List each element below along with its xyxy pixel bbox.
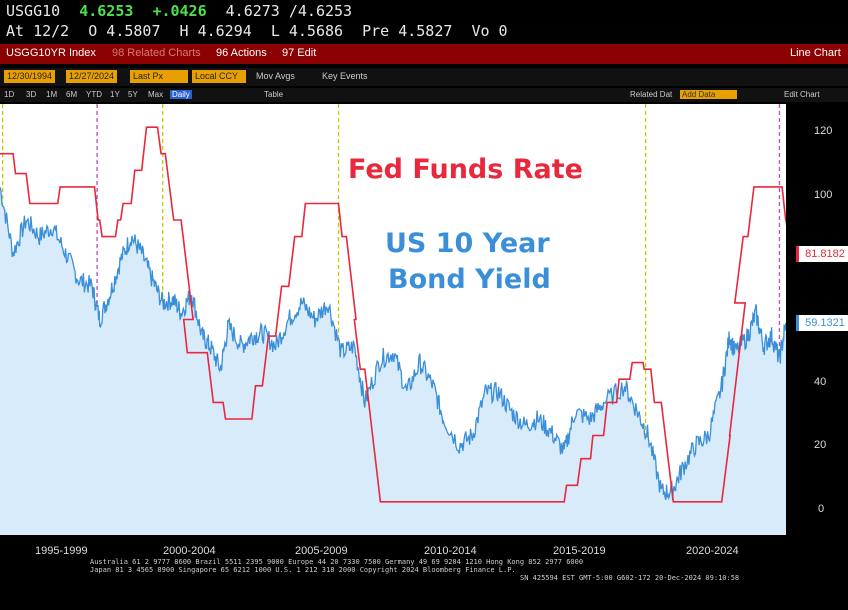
related-charts-menu[interactable]: 98 Related Charts bbox=[112, 47, 201, 59]
start-date-field[interactable]: 12/30/1994 bbox=[4, 70, 56, 83]
edit-menu[interactable]: 97 Edit bbox=[282, 47, 317, 59]
y-tick-120: 120 bbox=[814, 125, 833, 137]
chart-type-label[interactable]: Line Chart bbox=[790, 47, 841, 59]
open-price: O 4.5807 bbox=[88, 22, 161, 40]
period-6m[interactable]: 6M bbox=[66, 90, 78, 99]
last-price: 4.6253 bbox=[79, 2, 134, 20]
index-name[interactable]: USGG10YR Index bbox=[6, 47, 96, 59]
control-bar: 12/30/1994 12/27/2024 Last Px Local CCY … bbox=[0, 68, 848, 86]
quote-date: At 12/2 bbox=[6, 22, 70, 40]
table-toggle[interactable]: Table bbox=[264, 90, 284, 99]
period-1m[interactable]: 1M bbox=[46, 90, 58, 99]
key-events-toggle[interactable]: Key Events bbox=[322, 71, 368, 81]
yield-annotation-line1: US 10 Year bbox=[385, 228, 550, 259]
yield-line bbox=[0, 186, 786, 501]
low-price: L 4.5686 bbox=[270, 22, 344, 40]
fed-funds-annotation: Fed Funds Rate bbox=[348, 154, 583, 185]
high-price: H 4.6294 bbox=[179, 22, 252, 40]
y-tick-40: 40 bbox=[814, 376, 827, 388]
yield-last-value-tag: 59.1321 bbox=[796, 315, 848, 331]
end-date-field[interactable]: 12/27/2024 bbox=[66, 70, 118, 83]
y-tick-0: 0 bbox=[818, 503, 825, 515]
quote-row-1: USGG10 4.6253 +.0426 4.6273 /4.6253 bbox=[6, 2, 352, 20]
x-label-2015: 2015-2019 bbox=[553, 545, 606, 557]
period-5y[interactable]: 5Y bbox=[128, 90, 138, 99]
chart-plot-area[interactable] bbox=[0, 104, 786, 535]
fed-last-value-tag: 81.8182 bbox=[796, 246, 848, 262]
ticker[interactable]: USGG10 bbox=[6, 2, 61, 20]
menu-bar: USGG10YR Index 98 Related Charts 96 Acti… bbox=[0, 44, 848, 64]
frequency-select[interactable]: Daily bbox=[170, 90, 192, 99]
related-data-label: Related Dat bbox=[630, 90, 673, 99]
edit-chart-button[interactable]: Edit Chart bbox=[784, 90, 820, 99]
footer-line-2: Japan 81 3 4565 8900 Singapore 65 6212 1… bbox=[90, 566, 516, 574]
pre-price: Pre 4.5827 bbox=[362, 22, 453, 40]
volume: Vo 0 bbox=[471, 22, 508, 40]
quote-row-2: At 12/2 O 4.5807 H 4.6294 L 4.5686 Pre 4… bbox=[6, 22, 508, 40]
fed-funds-line bbox=[0, 126, 786, 503]
add-data-field[interactable]: Add Data bbox=[680, 90, 738, 99]
x-label-1995: 1995-1999 bbox=[35, 545, 88, 557]
x-label-2005: 2005-2009 bbox=[295, 545, 348, 557]
x-label-2020: 2020-2024 bbox=[686, 545, 739, 557]
period-1d[interactable]: 1D bbox=[4, 90, 15, 99]
x-label-2000: 2000-2004 bbox=[163, 545, 216, 557]
quote-header: USGG10 4.6253 +.0426 4.6273 /4.6253 At 1… bbox=[0, 0, 848, 44]
period-ytd[interactable]: YTD bbox=[86, 90, 102, 99]
period-bar: 1D 3D 1M 6M YTD 1Y 5Y Max Daily Table Re… bbox=[0, 88, 848, 102]
footer-line-3: SN 425594 EST GMT-5:00 G602-172 20-Dec-2… bbox=[520, 574, 740, 582]
period-1y[interactable]: 1Y bbox=[110, 90, 120, 99]
period-max[interactable]: Max bbox=[148, 90, 164, 99]
x-axis-area bbox=[0, 535, 848, 610]
period-3d[interactable]: 3D bbox=[26, 90, 37, 99]
yield-annotation-line2: Bond Yield bbox=[388, 264, 551, 295]
x-label-2010: 2010-2014 bbox=[424, 545, 477, 557]
currency-select[interactable]: Local CCY bbox=[192, 70, 246, 83]
y-tick-20: 20 bbox=[814, 439, 827, 451]
price-field-select[interactable]: Last Px bbox=[130, 70, 188, 83]
price-change: +.0426 bbox=[152, 2, 207, 20]
actions-menu[interactable]: 96 Actions bbox=[216, 47, 267, 59]
bid-ask: 4.6273 /4.6253 bbox=[225, 2, 353, 20]
mov-avgs-toggle[interactable]: Mov Avgs bbox=[256, 71, 295, 81]
y-tick-100: 100 bbox=[814, 189, 833, 201]
footer-line-1: Australia 61 2 9777 8600 Brazil 5511 239… bbox=[90, 558, 584, 566]
